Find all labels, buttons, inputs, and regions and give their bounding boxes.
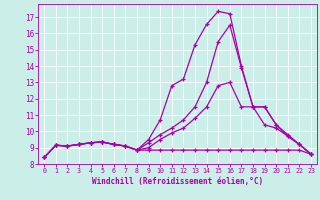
X-axis label: Windchill (Refroidissement éolien,°C): Windchill (Refroidissement éolien,°C) (92, 177, 263, 186)
